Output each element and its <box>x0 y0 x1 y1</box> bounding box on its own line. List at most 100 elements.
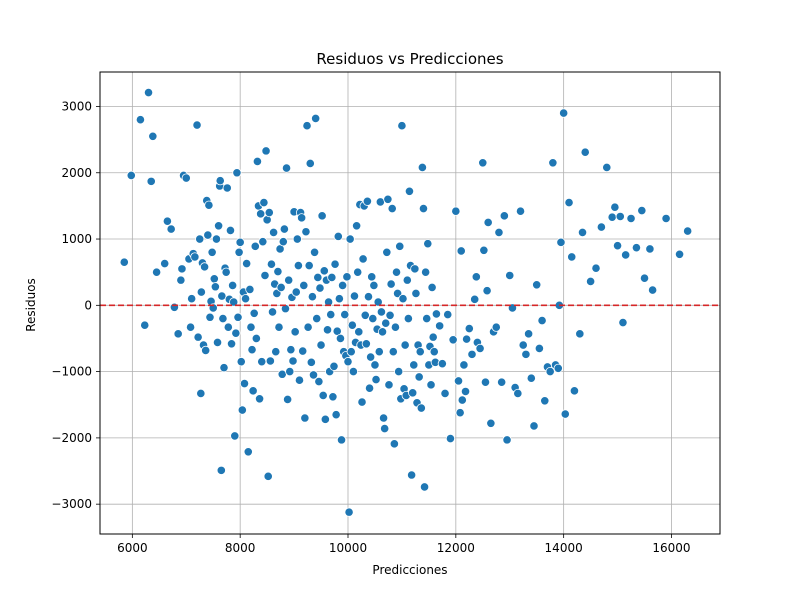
data-point <box>192 120 202 130</box>
data-point <box>305 158 315 169</box>
data-point <box>228 280 238 291</box>
data-point <box>377 327 388 337</box>
data-point <box>395 241 405 251</box>
data-point <box>410 264 420 274</box>
data-point <box>279 224 289 234</box>
data-point <box>456 246 466 256</box>
data-point <box>201 345 211 355</box>
data-point <box>215 176 225 186</box>
chart-title: Residuos vs Predicciones <box>316 50 503 68</box>
data-point <box>615 211 625 222</box>
data-point <box>143 87 154 98</box>
data-point <box>271 347 281 357</box>
data-point <box>249 308 259 318</box>
data-point <box>284 275 294 285</box>
y-tick-label: −1000 <box>51 365 92 379</box>
data-point <box>347 320 357 330</box>
data-point <box>294 375 305 385</box>
data-point <box>237 405 247 415</box>
data-point <box>453 376 464 386</box>
data-point <box>326 309 336 320</box>
data-point <box>260 270 270 281</box>
data-point <box>230 431 240 441</box>
data-point <box>384 380 394 390</box>
data-point <box>478 158 488 168</box>
data-point <box>637 205 647 216</box>
data-point <box>404 186 415 196</box>
data-point <box>494 227 504 238</box>
data-point <box>245 284 255 295</box>
data-point <box>416 403 426 413</box>
data-point <box>196 388 206 399</box>
data-point <box>140 320 150 330</box>
data-point <box>240 294 251 304</box>
data-point <box>250 241 260 251</box>
data-point <box>320 414 330 424</box>
data-point <box>330 259 340 269</box>
data-point <box>265 356 275 366</box>
data-point <box>497 377 507 387</box>
data-point <box>234 247 244 257</box>
data-point <box>290 327 300 337</box>
data-point <box>367 272 377 282</box>
y-axis-label: Residuos <box>24 278 38 332</box>
data-point <box>414 372 424 382</box>
data-point <box>486 418 496 428</box>
data-points <box>119 87 693 517</box>
data-point <box>381 318 391 328</box>
data-point <box>435 321 445 331</box>
data-point <box>408 388 418 398</box>
data-point <box>575 329 585 339</box>
data-point <box>371 374 381 385</box>
data-point <box>418 203 429 214</box>
data-point <box>300 413 310 423</box>
data-point <box>402 275 412 285</box>
data-point <box>193 332 203 342</box>
data-point <box>274 322 284 332</box>
data-point <box>348 367 358 377</box>
data-point <box>417 162 427 173</box>
data-point <box>661 213 671 224</box>
data-point <box>199 262 210 272</box>
data-point <box>515 206 526 216</box>
data-point <box>560 409 570 419</box>
data-point <box>364 383 375 393</box>
data-point <box>187 294 197 304</box>
data-point <box>185 322 196 332</box>
data-point <box>479 245 489 255</box>
data-point <box>354 327 364 337</box>
data-point <box>313 272 323 283</box>
data-point <box>246 322 256 332</box>
data-point <box>226 339 237 349</box>
data-point <box>448 335 458 345</box>
data-point <box>169 302 179 312</box>
data-point <box>235 237 245 247</box>
data-point <box>390 322 401 332</box>
data-point <box>267 307 278 317</box>
data-point <box>222 183 232 193</box>
data-point <box>352 221 362 231</box>
data-point <box>407 470 417 480</box>
x-axis-label: Predicciones <box>372 563 447 577</box>
data-point <box>152 267 162 277</box>
data-point <box>231 328 241 338</box>
data-point <box>229 297 239 307</box>
data-point <box>205 312 215 322</box>
data-point <box>426 380 436 390</box>
data-point <box>119 257 129 267</box>
data-point <box>248 386 258 396</box>
data-point <box>369 280 379 291</box>
data-point <box>176 275 186 285</box>
data-point <box>212 337 223 348</box>
data-point <box>437 359 447 369</box>
data-point <box>304 260 314 271</box>
data-point <box>225 225 236 236</box>
data-point <box>247 345 257 355</box>
data-point <box>388 347 398 357</box>
data-point <box>323 297 334 307</box>
data-point <box>299 280 309 291</box>
data-point <box>344 507 354 517</box>
data-point <box>645 244 655 254</box>
data-point <box>190 252 200 262</box>
data-point <box>397 121 407 131</box>
